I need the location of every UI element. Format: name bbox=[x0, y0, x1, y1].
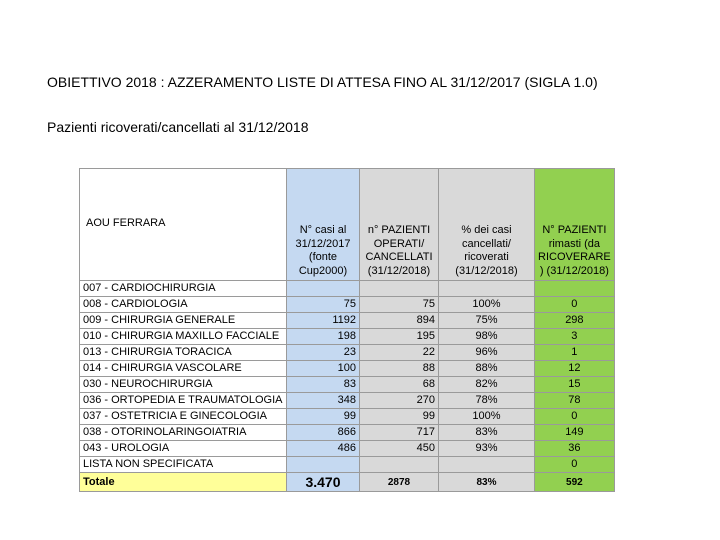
table-row: 014 - CHIRURGIA VASCOLARE 100 88 88% 12 bbox=[79, 360, 615, 377]
header-cases: N° casi al 31/12/2017 (fonte Cup2000) bbox=[286, 168, 360, 281]
page-subtitle: Pazienti ricoverati/cancellati al 31/12/… bbox=[47, 119, 309, 135]
row-name: 008 - CARDIOLOGIA bbox=[79, 296, 287, 313]
row-percent: 88% bbox=[438, 360, 535, 377]
header-percent: % dei casi cancellati/ ricoverati (31/12… bbox=[438, 168, 535, 281]
total-percent: 83% bbox=[438, 472, 535, 492]
table-row: 009 - CHIRURGIA GENERALE 1192 894 75% 298 bbox=[79, 312, 615, 329]
row-name: LISTA NON SPECIFICATA bbox=[79, 456, 287, 473]
row-cases: 23 bbox=[286, 344, 360, 361]
row-remaining: 78 bbox=[534, 392, 615, 409]
row-percent: 75% bbox=[438, 312, 535, 329]
row-operated: 894 bbox=[359, 312, 439, 329]
table-header-row: AOU FERRARA N° casi al 31/12/2017 (fonte… bbox=[79, 168, 615, 281]
table-row: 043 - UROLOGIA 486 450 93% 36 bbox=[79, 440, 615, 457]
row-operated: 717 bbox=[359, 424, 439, 441]
row-name: 007 - CARDIOCHIRURGIA bbox=[79, 280, 287, 297]
row-remaining: 3 bbox=[534, 328, 615, 345]
row-percent: 98% bbox=[438, 328, 535, 345]
row-name: 036 - ORTOPEDIA E TRAUMATOLOGIA bbox=[79, 392, 287, 409]
row-percent: 100% bbox=[438, 408, 535, 425]
row-cases: 99 bbox=[286, 408, 360, 425]
row-name: 009 - CHIRURGIA GENERALE bbox=[79, 312, 287, 329]
row-cases: 866 bbox=[286, 424, 360, 441]
row-operated: 75 bbox=[359, 296, 439, 313]
row-operated: 195 bbox=[359, 328, 439, 345]
table-row: 036 - ORTOPEDIA E TRAUMATOLOGIA 348 270 78%… bbox=[79, 392, 615, 409]
row-name: 043 - UROLOGIA bbox=[79, 440, 287, 457]
row-remaining bbox=[534, 280, 615, 297]
header-operated: n° PAZIENTI OPERATI/ CANCELLATI (31/12/2… bbox=[359, 168, 439, 281]
table-row: 010 - CHIRURGIA MAXILLO FACCIALE 198 195 98… bbox=[79, 328, 615, 345]
row-remaining: 298 bbox=[534, 312, 615, 329]
row-operated bbox=[359, 456, 439, 473]
total-cases: 3.470 bbox=[286, 472, 360, 492]
row-name: 014 - CHIRURGIA VASCOLARE bbox=[79, 360, 287, 377]
header-remaining: N° PAZIENTI rimasti (da RICOVERARE ) (31… bbox=[534, 168, 615, 281]
row-percent: 100% bbox=[438, 296, 535, 313]
table-row: LISTA NON SPECIFICATA 0 bbox=[79, 456, 615, 473]
row-remaining: 0 bbox=[534, 456, 615, 473]
row-name: 038 - OTORINOLARINGOIATRIA bbox=[79, 424, 287, 441]
row-percent: 96% bbox=[438, 344, 535, 361]
row-operated: 88 bbox=[359, 360, 439, 377]
row-cases bbox=[286, 280, 360, 297]
total-operated: 2878 bbox=[359, 472, 439, 492]
total-row: Totale 3.470 2878 83% 592 bbox=[79, 472, 615, 492]
row-cases: 83 bbox=[286, 376, 360, 393]
row-operated bbox=[359, 280, 439, 297]
row-cases: 348 bbox=[286, 392, 360, 409]
row-remaining: 0 bbox=[534, 408, 615, 425]
row-operated: 270 bbox=[359, 392, 439, 409]
table-row: 008 - CARDIOLOGIA 75 75 100% 0 bbox=[79, 296, 615, 313]
row-name: 013 - CHIRURGIA TORACICA bbox=[79, 344, 287, 361]
total-label: Totale bbox=[79, 472, 287, 492]
waiting-list-table: AOU FERRARA N° casi al 31/12/2017 (fonte… bbox=[79, 168, 615, 492]
table-row: 037 - OSTETRICIA E GINECOLOGIA 99 99 100% 0 bbox=[79, 408, 615, 425]
row-operated: 99 bbox=[359, 408, 439, 425]
row-cases: 198 bbox=[286, 328, 360, 345]
total-remaining: 592 bbox=[534, 472, 615, 492]
row-remaining: 36 bbox=[534, 440, 615, 457]
row-remaining: 0 bbox=[534, 296, 615, 313]
table-row: 038 - OTORINOLARINGOIATRIA 866 717 83% 149 bbox=[79, 424, 615, 441]
row-percent bbox=[438, 456, 535, 473]
row-operated: 22 bbox=[359, 344, 439, 361]
row-percent: 82% bbox=[438, 376, 535, 393]
row-remaining: 149 bbox=[534, 424, 615, 441]
row-remaining: 12 bbox=[534, 360, 615, 377]
row-cases bbox=[286, 456, 360, 473]
row-remaining: 15 bbox=[534, 376, 615, 393]
row-remaining: 1 bbox=[534, 344, 615, 361]
row-percent: 93% bbox=[438, 440, 535, 457]
row-cases: 1192 bbox=[286, 312, 360, 329]
header-hospital: AOU FERRARA bbox=[79, 168, 287, 281]
row-percent: 83% bbox=[438, 424, 535, 441]
row-cases: 75 bbox=[286, 296, 360, 313]
table-row: 030 - NEUROCHIRURGIA 83 68 82% 15 bbox=[79, 376, 615, 393]
row-percent bbox=[438, 280, 535, 297]
row-cases: 100 bbox=[286, 360, 360, 377]
row-percent: 78% bbox=[438, 392, 535, 409]
row-name: 010 - CHIRURGIA MAXILLO FACCIALE bbox=[79, 328, 287, 345]
row-name: 030 - NEUROCHIRURGIA bbox=[79, 376, 287, 393]
table-row: 013 - CHIRURGIA TORACICA 23 22 96% 1 bbox=[79, 344, 615, 361]
row-operated: 68 bbox=[359, 376, 439, 393]
table-row: 007 - CARDIOCHIRURGIA bbox=[79, 280, 615, 297]
row-cases: 486 bbox=[286, 440, 360, 457]
row-name: 037 - OSTETRICIA E GINECOLOGIA bbox=[79, 408, 287, 425]
row-operated: 450 bbox=[359, 440, 439, 457]
page-title: OBIETTIVO 2018 : AZZERAMENTO LISTE DI AT… bbox=[47, 74, 598, 90]
